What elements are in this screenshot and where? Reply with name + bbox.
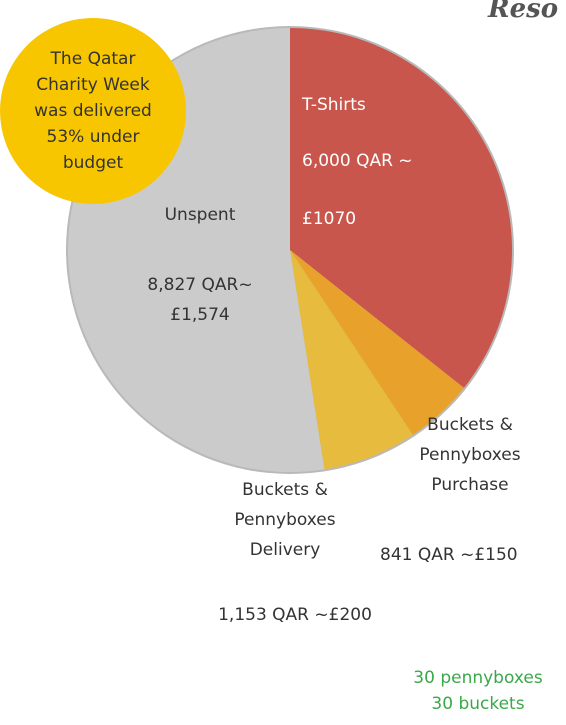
slice-label: Unspent <box>140 200 260 230</box>
slice-label: Buckets & Pennyboxes Delivery <box>220 475 350 565</box>
badge-line: Charity Week <box>36 72 149 98</box>
value-label: 6,000 QAR ~ £1070 <box>290 132 452 248</box>
value-label: 841 QAR ~£150 <box>380 540 566 570</box>
slice-label: T-Shirts <box>290 90 422 120</box>
badge-line: The Qatar <box>51 46 136 72</box>
slice-label: Buckets & Pennyboxes Purchase <box>405 410 535 500</box>
note: 30 buckets <box>390 692 566 716</box>
value-label: 8,827 QAR~ £1,574 <box>135 270 265 330</box>
badge-line: was delivered <box>34 98 152 124</box>
infographic: Reso The QatarCharity Weekwas delivered5… <box>0 0 566 725</box>
badge-line: budget <box>63 150 123 176</box>
badge-line: 53% under <box>47 124 140 150</box>
heading: Reso <box>488 0 558 24</box>
value-label: 1,153 QAR ~£200 <box>185 600 405 630</box>
note: 30 pennyboxes <box>390 666 566 690</box>
